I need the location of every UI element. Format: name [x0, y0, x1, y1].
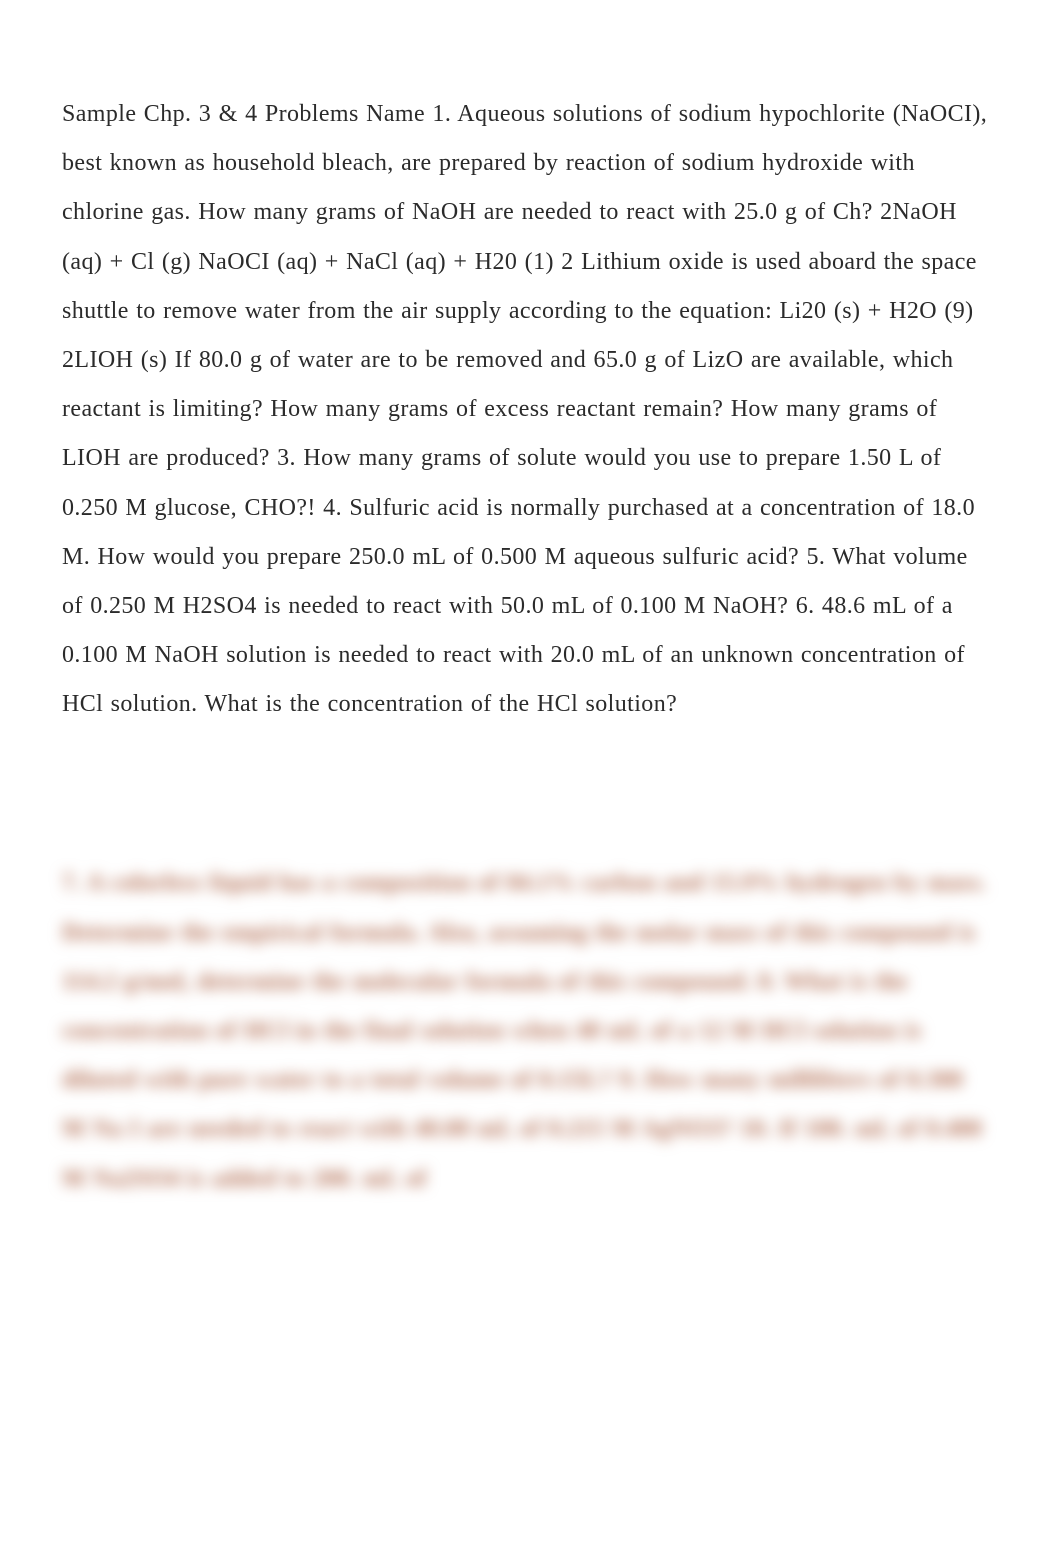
blurred-section: 7. A colorless liquid has a composition …	[62, 859, 992, 1203]
blurred-paragraph: 7. A colorless liquid has a composition …	[62, 859, 992, 1203]
section-gap	[62, 729, 992, 859]
main-paragraph: Sample Chp. 3 & 4 Problems Name 1. Aqueo…	[62, 90, 992, 729]
